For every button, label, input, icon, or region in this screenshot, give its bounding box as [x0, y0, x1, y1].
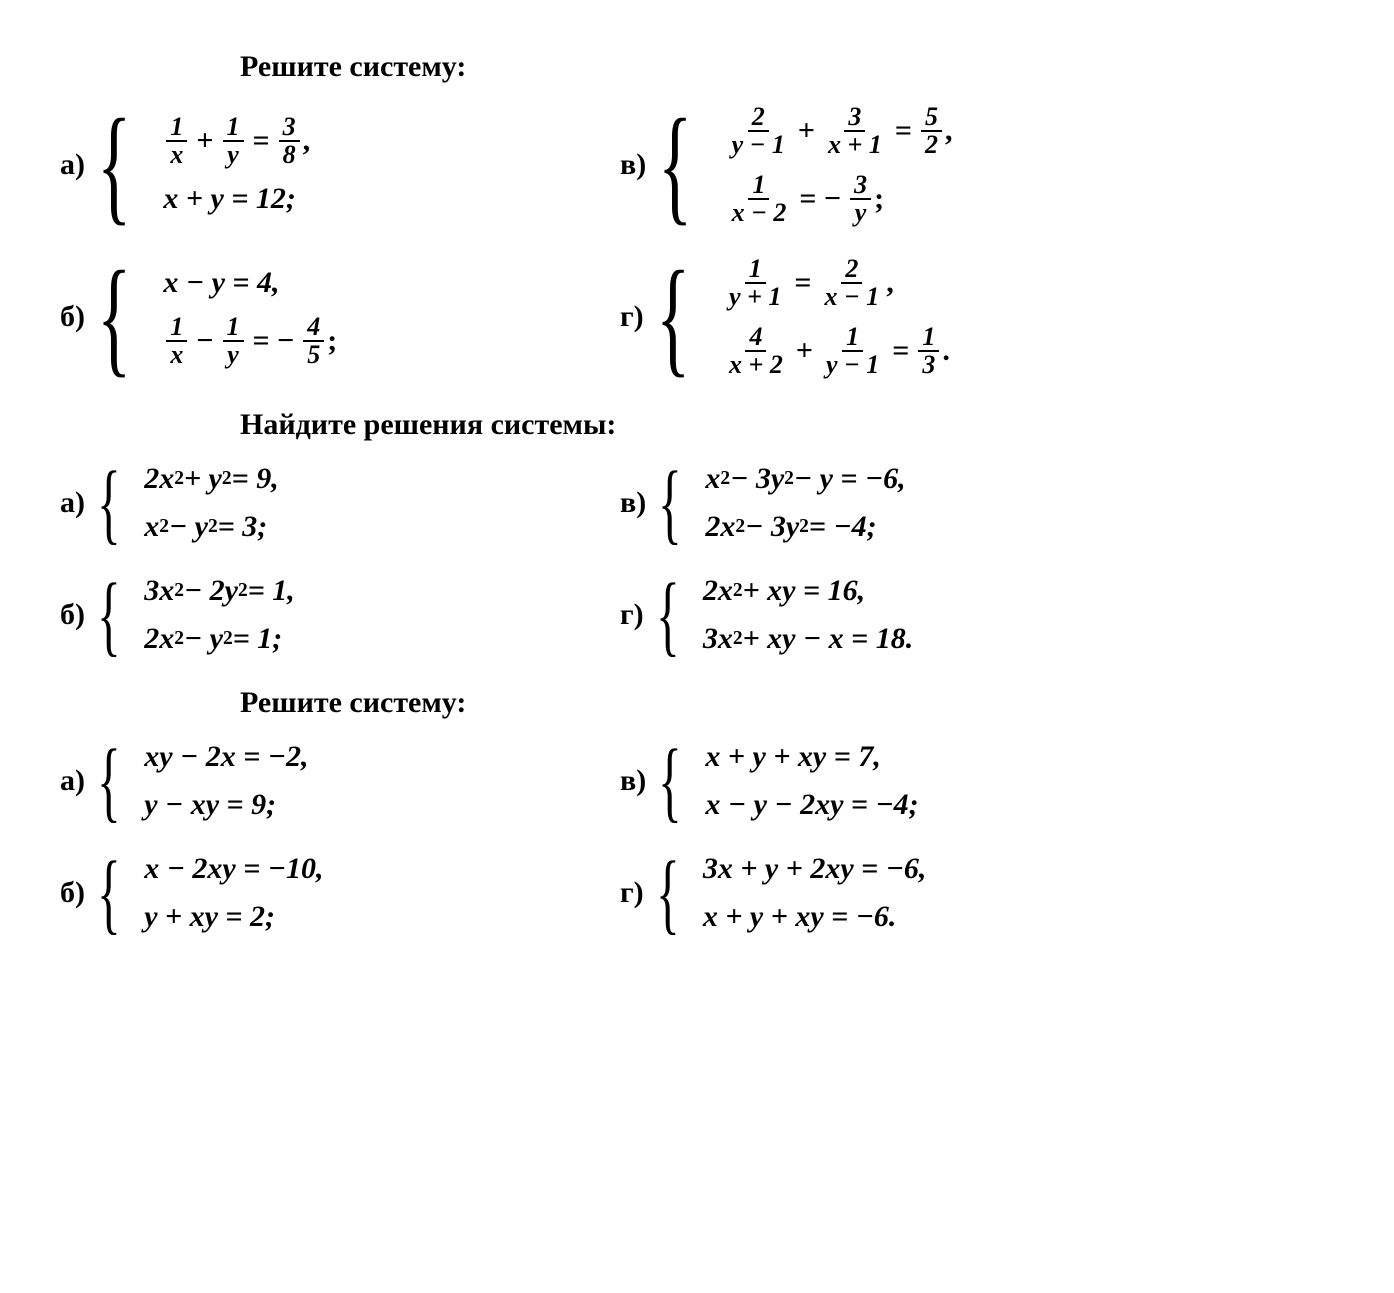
label-3g: г) [620, 876, 644, 910]
label-1g: г) [620, 300, 644, 334]
eqs-2b: 3x2 − 2y2 = 1, 2x2 − y2 = 1; [144, 574, 295, 656]
eq-1v-2: 1x − 2= −3y; [725, 172, 953, 226]
eqs-3a: xy − 2x = −2, y − xy = 9; [144, 740, 308, 822]
eq-2v-2: 2x2 − 3y2 = −4; [705, 510, 905, 544]
eq-1g-2: 4x + 2+1y − 1=13. [722, 324, 950, 378]
brace-icon: { [97, 120, 131, 211]
eq-1b-1: x − y = 4, [163, 266, 337, 300]
label-2g: г) [620, 598, 644, 632]
brace-icon: { [97, 272, 131, 363]
label-3b: б) [60, 876, 85, 910]
problem-1b: б) { x − y = 4, 1x−1y= −45; [60, 266, 620, 368]
eq-3a-2: y − xy = 9; [144, 788, 308, 822]
eq-2a-2: x2 − y2 = 3; [144, 510, 279, 544]
row-3a-3v: а) { xy − 2x = −2, y − xy = 9; в) { x + … [60, 740, 1334, 822]
eqs-3b: x − 2xy = −10, y + xy = 2; [144, 852, 323, 934]
brace-icon: { [656, 272, 690, 363]
problem-1g: г) { 1y + 1=2x − 1, 4x + 2+1y − 1=13. [620, 256, 950, 378]
label-2b: б) [60, 598, 85, 632]
problem-2g: г) { 2x2 + xy = 16, 3x2 + xy − x = 18. [620, 574, 913, 656]
brace-icon: { [656, 584, 680, 647]
row-2a-2v: а) { 2x2 + y2 = 9, x2 − y2 = 3; в) { x2 … [60, 462, 1334, 544]
eq-2g-1: 2x2 + xy = 16, [703, 574, 913, 608]
eqs-2v: x2 − 3y2 − y = −6, 2x2 − 3y2 = −4; [705, 462, 905, 544]
row-1a-1v: а) { 1x+1y=38, x + y = 12; в) { 2y − 1+3… [60, 104, 1334, 226]
problem-2a: а) { 2x2 + y2 = 9, x2 − y2 = 3; [60, 462, 620, 544]
problem-2b: б) { 3x2 − 2y2 = 1, 2x2 − y2 = 1; [60, 574, 620, 656]
row-1b-1g: б) { x − y = 4, 1x−1y= −45; г) { 1y + 1=… [60, 256, 1334, 378]
eq-3b-1: x − 2xy = −10, [144, 852, 323, 886]
eq-2g-2: 3x2 + xy − x = 18. [703, 622, 913, 656]
eq-2v-1: x2 − 3y2 − y = −6, [705, 462, 905, 496]
eqs-2a: 2x2 + y2 = 9, x2 − y2 = 3; [144, 462, 279, 544]
brace-icon: { [97, 472, 121, 535]
brace-icon: { [97, 750, 121, 813]
brace-icon: { [658, 120, 692, 211]
problem-3a: а) { xy − 2x = −2, y − xy = 9; [60, 740, 620, 822]
eq-1g-1: 1y + 1=2x − 1, [722, 256, 950, 310]
eqs-1v: 2y − 1+3x + 1=52, 1x − 2= −3y; [725, 104, 953, 226]
eq-3g-2: x + y + xy = −6. [703, 900, 927, 934]
brace-icon: { [97, 584, 121, 647]
brace-icon: { [658, 750, 682, 813]
brace-icon: { [658, 472, 682, 535]
problem-2v: в) { x2 − 3y2 − y = −6, 2x2 − 3y2 = −4; [620, 462, 906, 544]
eq-3v-1: x + y + xy = 7, [705, 740, 918, 774]
problem-3b: б) { x − 2xy = −10, y + xy = 2; [60, 852, 620, 934]
eq-2a-1: 2x2 + y2 = 9, [144, 462, 279, 496]
section-heading-2: Найдите решения системы: [240, 408, 1334, 442]
section-heading-3: Решите систему: [240, 686, 1334, 720]
row-3b-3g: б) { x − 2xy = −10, y + xy = 2; г) { 3x … [60, 852, 1334, 934]
problem-1a: а) { 1x+1y=38, x + y = 12; [60, 114, 620, 216]
section-heading-1: Решите систему: [240, 50, 1334, 84]
brace-icon: { [656, 862, 680, 925]
label-1b: б) [60, 300, 85, 334]
label-1a: а) [60, 148, 85, 182]
eq-3a-1: xy − 2x = −2, [144, 740, 308, 774]
label-3v: в) [620, 764, 646, 798]
eq-2b-1: 3x2 − 2y2 = 1, [144, 574, 295, 608]
eq-2b-2: 2x2 − y2 = 1; [144, 622, 295, 656]
eq-3g-1: 3x + y + 2xy = −6, [703, 852, 927, 886]
eq-3v-2: x − y − 2xy = −4; [705, 788, 918, 822]
label-2a: а) [60, 486, 85, 520]
eqs-1a: 1x+1y=38, x + y = 12; [163, 114, 310, 216]
label-1v: в) [620, 148, 646, 182]
row-2b-2g: б) { 3x2 − 2y2 = 1, 2x2 − y2 = 1; г) { 2… [60, 574, 1334, 656]
eq-3b-2: y + xy = 2; [144, 900, 323, 934]
eqs-2g: 2x2 + xy = 16, 3x2 + xy − x = 18. [703, 574, 913, 656]
label-2v: в) [620, 486, 646, 520]
eqs-3g: 3x + y + 2xy = −6, x + y + xy = −6. [703, 852, 927, 934]
eq-1a-1: 1x+1y=38, [163, 114, 310, 168]
brace-icon: { [97, 862, 121, 925]
problem-1v: в) { 2y − 1+3x + 1=52, 1x − 2= −3y; [620, 104, 952, 226]
problem-3g: г) { 3x + y + 2xy = −6, x + y + xy = −6. [620, 852, 926, 934]
eqs-3v: x + y + xy = 7, x − y − 2xy = −4; [705, 740, 918, 822]
eqs-1b: x − y = 4, 1x−1y= −45; [163, 266, 337, 368]
eqs-1g: 1y + 1=2x − 1, 4x + 2+1y − 1=13. [722, 256, 950, 378]
eq-1v-1: 2y − 1+3x + 1=52, [725, 104, 953, 158]
label-3a: а) [60, 764, 85, 798]
eq-1b-2: 1x−1y= −45; [163, 314, 337, 368]
eq-1a-2: x + y = 12; [163, 182, 310, 216]
problem-3v: в) { x + y + xy = 7, x − y − 2xy = −4; [620, 740, 919, 822]
